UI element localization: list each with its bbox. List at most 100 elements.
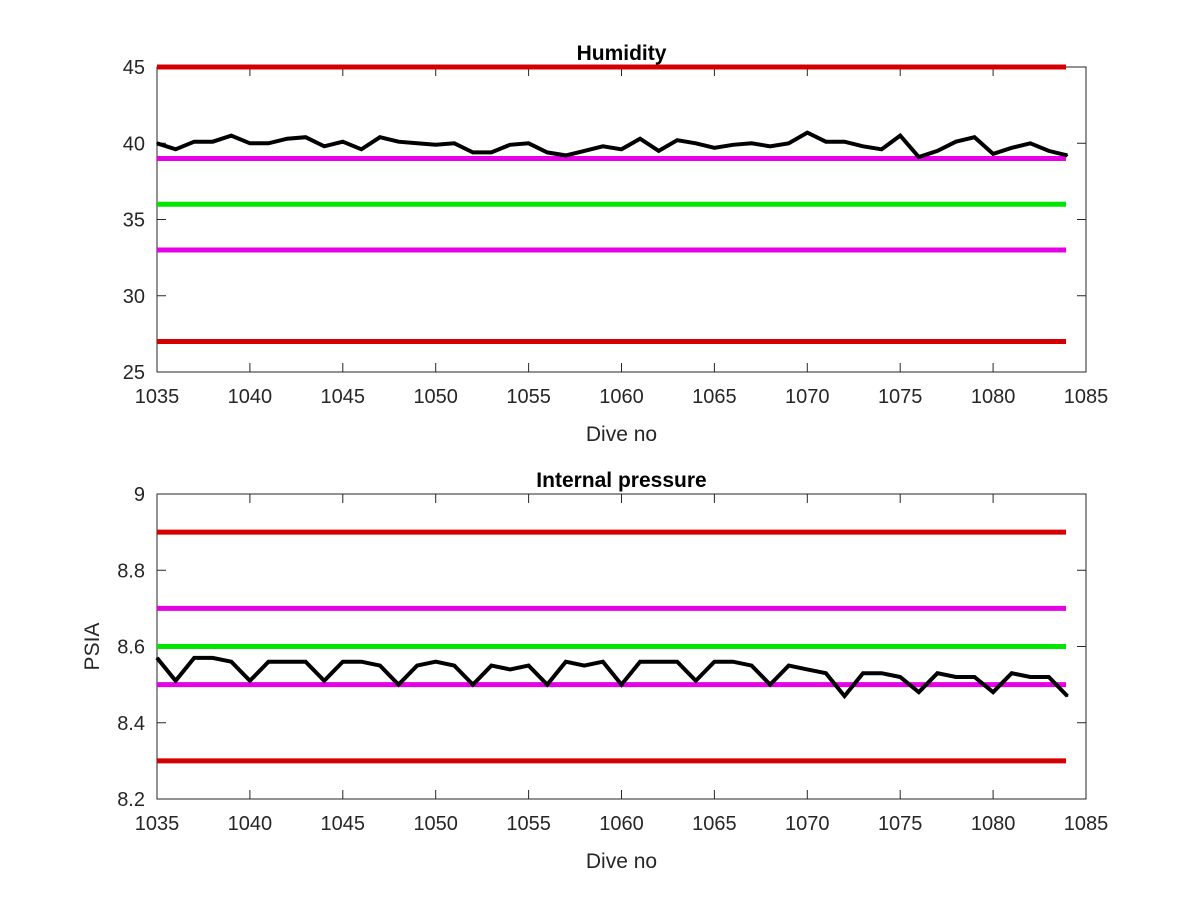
data-point (787, 142, 790, 145)
humidity-subplot: 1035 1040 1045 1050 1055 1060 1065 1070 1075 1080… (123, 42, 1109, 446)
y-tick-label: 45 (123, 57, 145, 79)
data-point (211, 140, 214, 143)
axes-frame (156, 66, 1087, 373)
data-point (472, 151, 474, 154)
x-tick-label: 1075 (878, 386, 923, 408)
x-tick-label: 1070 (785, 813, 830, 835)
data-point (917, 156, 920, 158)
data-point (992, 153, 994, 155)
x-axis-label: Dive no (586, 423, 657, 446)
data-point (732, 143, 734, 146)
x-axis-label: Dive no (586, 850, 657, 873)
x-tick-label: 1035 (135, 813, 180, 835)
y-tick-label: 8.4 (117, 713, 145, 735)
data-point (267, 660, 270, 663)
x-tick-label: 1085 (1064, 813, 1109, 835)
data-point (825, 672, 827, 674)
x-tick-label: 1055 (506, 813, 551, 835)
data-point (434, 660, 437, 663)
data-point (676, 139, 679, 141)
data-point (490, 151, 493, 154)
data-point (342, 140, 344, 143)
data-point (564, 154, 567, 157)
data-point (676, 660, 679, 663)
y-tick-label: 25 (123, 362, 145, 384)
data-point (583, 150, 586, 152)
data-point (657, 150, 660, 152)
data-point (1066, 695, 1069, 697)
data-point (342, 660, 344, 663)
data-point (286, 660, 288, 663)
data-point (973, 676, 976, 678)
data-point (230, 660, 233, 663)
data-point (1066, 154, 1069, 157)
data-point (713, 660, 716, 663)
data-point (899, 676, 901, 678)
x-tick-label: 1035 (135, 386, 180, 408)
data-point (397, 140, 400, 143)
data-point (174, 680, 177, 682)
data-point (360, 660, 363, 663)
y-tick-label: 35 (123, 210, 145, 232)
y-tick-label: 9 (134, 484, 145, 506)
data-point (639, 137, 641, 140)
data-point (1010, 147, 1013, 149)
data-point (193, 657, 195, 659)
x-tick-label: 1040 (228, 386, 273, 408)
data-point (323, 680, 326, 682)
data-point (639, 660, 641, 663)
data-point (955, 676, 957, 678)
data-point (527, 664, 530, 667)
data-point (397, 683, 400, 686)
y-tick-label: 30 (123, 286, 145, 308)
data-point (1048, 150, 1050, 152)
data-point (620, 148, 623, 151)
y-axis-label: PSIA (81, 623, 104, 671)
data-point (416, 142, 418, 145)
data-point (1048, 676, 1050, 678)
data-point (249, 680, 251, 682)
data-point (249, 142, 251, 145)
x-tick-label: 1085 (1064, 386, 1109, 408)
data-point (1029, 142, 1032, 145)
data-point (769, 145, 771, 148)
data-point (936, 672, 939, 674)
data-point (620, 683, 623, 686)
x-tick-label: 1050 (413, 386, 458, 408)
x-tick-label: 1060 (599, 386, 644, 408)
data-point (657, 660, 660, 663)
x-tick-label: 1040 (228, 813, 273, 835)
data-point (583, 664, 586, 667)
data-point (379, 664, 381, 667)
x-tick-label: 1080 (971, 813, 1016, 835)
data-point (323, 145, 326, 148)
data-point (825, 140, 827, 143)
x-tick-label: 1065 (692, 813, 737, 835)
data-point (843, 695, 846, 697)
data-point (156, 142, 158, 145)
data-point (787, 664, 790, 667)
data-point (862, 672, 864, 674)
x-tick-label: 1065 (692, 386, 737, 408)
x-tick-label: 1075 (878, 813, 923, 835)
data-point (193, 140, 195, 143)
data-point (416, 664, 418, 667)
data-point (546, 151, 548, 154)
data-point (472, 683, 474, 686)
data-point (973, 136, 976, 138)
data-point (211, 657, 214, 659)
y-tick-label: 8.6 (117, 637, 145, 659)
data-point (230, 134, 233, 137)
data-point (732, 660, 734, 663)
data-point (880, 672, 883, 674)
data-point (1010, 672, 1013, 674)
data-point (156, 657, 158, 659)
y-tick-label: 40 (123, 133, 145, 155)
data-point (453, 142, 456, 145)
x-tick-label: 1050 (413, 813, 458, 835)
x-tick-label: 1080 (971, 386, 1016, 408)
x-tick-label: 1045 (321, 386, 366, 408)
data-point (602, 660, 604, 663)
data-point (806, 131, 809, 134)
